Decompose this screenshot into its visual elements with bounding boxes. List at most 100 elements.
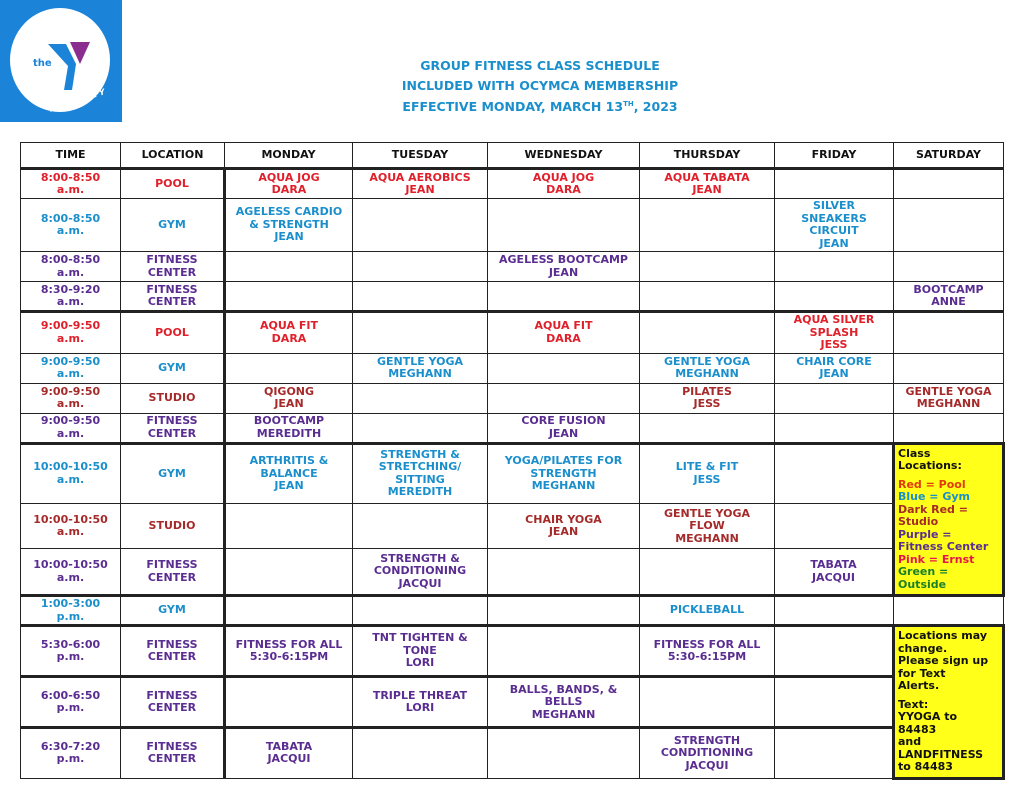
class-cell (487, 594, 640, 626)
column-header-wednesday: WEDNESDAY (487, 142, 640, 170)
time-cell: 8:00-8:50 a.m. (20, 198, 121, 252)
column-header-friday: FRIDAY (774, 142, 894, 170)
class-cell: GENTLE YOGA MEGHANN (893, 382, 1004, 414)
title-line-3: EFFECTIVE MONDAY, MARCH 13TH, 2023 (340, 95, 740, 117)
class-cell (352, 503, 488, 550)
class-cell: AQUA SILVER SPLASH JESS (774, 310, 894, 354)
alerts-instructions: Text: YYOGA to 84483 and LANDFITNESS to … (898, 697, 984, 773)
text-alerts-note: Locations may change. Please sign up for… (892, 624, 1005, 780)
location-cell: FITNESS CENTER (120, 412, 225, 444)
class-cell (639, 548, 775, 596)
class-cell: CORE FUSION JEAN (487, 412, 640, 444)
alerts-notice: Locations may change. Please sign up for… (898, 629, 989, 692)
class-cell (774, 623, 894, 678)
class-cell: PICKLEBALL (639, 594, 775, 626)
location-cell: FITNESS CENTER (120, 726, 225, 779)
class-cell: BALLS, BANDS, & BELLS MEGHANN (487, 675, 640, 729)
class-cell (352, 251, 488, 282)
class-cell (487, 548, 640, 596)
class-cell: CHAIR YOGA JEAN (487, 503, 640, 550)
class-cell: AQUA AEROBICS JEAN (352, 168, 488, 199)
legend-item: Blue = Gym (898, 490, 970, 503)
class-cell (774, 281, 894, 312)
legend-item: Dark Red = Studio (898, 502, 968, 528)
class-cell: STRENGTH CONDITIONING JACQUI (639, 726, 775, 779)
class-cell (774, 412, 894, 444)
schedule-row: 10:00-10:50 a.m. GYM ARTHRITIS & BALANCE J… (20, 441, 1005, 597)
legend-item: Green = Outside (898, 565, 949, 591)
logo-text: the (33, 58, 52, 69)
class-cell: SILVER SNEAKERS CIRCUIT JEAN (774, 198, 894, 252)
legend-heading: Class Locations: (898, 446, 962, 472)
schedule-row: 6:00-6:50 p.m. FITNESS CENTER TRIPLE THREA… (20, 675, 1004, 729)
class-cell (487, 281, 640, 312)
class-cell (774, 382, 894, 414)
location-cell: FITNESS CENTER (120, 251, 225, 282)
class-cell (893, 168, 1004, 199)
time-cell: 9:00-9:50 a.m. (20, 382, 121, 414)
title-line-2: INCLUDED WITH OCYMCA MEMBERSHIP (401, 77, 679, 93)
class-cell: TRIPLE THREAT LORI (352, 675, 488, 729)
column-header-time: TIME (20, 142, 121, 170)
class-cell: YOGA/PILATES FOR STRENGTH MEGHANN (487, 441, 640, 505)
class-cell: AQUA FIT DARA (487, 310, 640, 354)
class-cell (893, 310, 1004, 354)
ymca-logo: the FIND YOUR Y (0, 0, 122, 122)
class-locations-legend: Class Locations: Red = Pool Blue = Gym Dark… (892, 441, 1005, 597)
class-cell (223, 675, 353, 729)
column-header-thursday: THURSDAY (639, 142, 775, 170)
time-cell: 8:00-8:50 a.m. (20, 251, 121, 282)
schedule-row: 10:00-10:50 a.m. FITNESS CENTER STRENGTH &… (20, 548, 1004, 596)
class-cell (893, 352, 1004, 384)
class-cell (223, 594, 353, 626)
schedule-row: 8:00-8:50 a.m. POOL AQUA JOG DARA AQUA AERO… (20, 168, 1004, 199)
class-cell (774, 726, 894, 779)
time-cell: 1:00-3:00 p.m. (20, 594, 121, 626)
location-cell: STUDIO (120, 503, 225, 550)
class-cell (352, 382, 488, 414)
schedule-row: 10:00-10:50 a.m. STUDIO CHAIR YOGA JEAN GEN… (20, 503, 1004, 550)
column-header-monday: MONDAY (224, 142, 353, 170)
location-cell: FITNESS CENTER (120, 623, 225, 678)
title-year: , 2023 (633, 99, 678, 115)
class-cell: LITE & FIT JESS (639, 441, 775, 505)
schedule-row: 1:00-3:00 p.m. GYM PICKLEBALL (20, 594, 1004, 626)
class-cell (223, 503, 353, 550)
column-header-location: LOCATION (120, 142, 225, 170)
y-logo-icon (48, 42, 90, 90)
column-header-tuesday: TUESDAY (352, 142, 488, 170)
class-cell: GENTLE YOGA FLOW MEGHANN (639, 503, 775, 550)
class-cell (893, 594, 1004, 626)
class-cell (639, 675, 775, 729)
class-cell (639, 251, 775, 282)
class-cell (223, 352, 353, 384)
class-cell (639, 198, 775, 252)
location-cell: FITNESS CENTER (120, 548, 225, 596)
location-cell: FITNESS CENTER (120, 281, 225, 312)
class-cell (774, 503, 894, 550)
class-cell (639, 310, 775, 354)
class-cell (223, 251, 353, 282)
class-cell (487, 726, 640, 779)
location-cell: POOL (120, 310, 225, 354)
title-line-1: GROUP FITNESS CLASS SCHEDULE (420, 58, 660, 73)
location-cell: GYM (120, 441, 225, 505)
class-cell: STRENGTH & CONDITIONING JACQUI (352, 548, 488, 596)
schedule-row: 5:30-6:00 p.m. FITNESS CENTER FITNESS FOR … (20, 623, 1005, 780)
schedule-row: 9:00-9:50 a.m. FITNESS CENTER BOOTCAMP MER… (20, 412, 1004, 444)
class-cell: AGELESS BOOTCAMP JEAN (487, 251, 640, 282)
class-cell (893, 251, 1004, 282)
class-cell: BOOTCAMP MEREDITH (223, 412, 353, 444)
location-cell: POOL (120, 168, 225, 199)
class-cell (893, 198, 1004, 252)
time-cell: 10:00-10:50 a.m. (20, 503, 121, 550)
logo-circle (10, 8, 110, 112)
class-cell (639, 281, 775, 312)
class-cell: TNT TIGHTEN & TONE LORI (352, 623, 488, 678)
schedule-row: 6:30-7:20 p.m. FITNESS CENTER TABATA JACQU… (20, 726, 1004, 779)
class-cell: PILATES JESS (639, 382, 775, 414)
class-cell (352, 726, 488, 779)
class-cell: AQUA FIT DARA (223, 310, 353, 354)
class-cell: CHAIR CORE JEAN (774, 352, 894, 384)
class-cell (487, 198, 640, 252)
